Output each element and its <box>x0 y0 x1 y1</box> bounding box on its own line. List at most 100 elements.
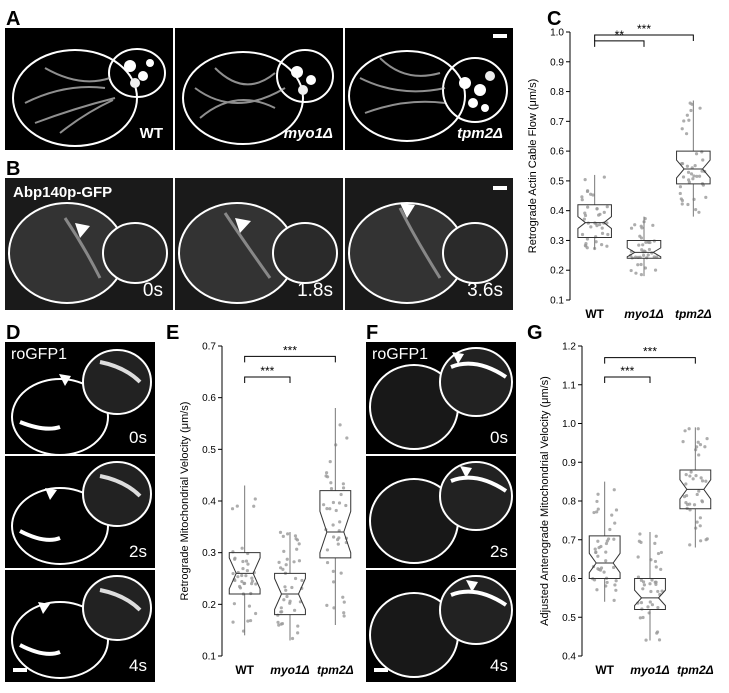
data-point <box>604 550 608 554</box>
data-point <box>695 174 699 178</box>
data-point <box>636 555 640 559</box>
data-point <box>324 474 328 478</box>
y-tick-label: 0.1 <box>202 652 216 663</box>
data-point <box>606 232 610 237</box>
data-point <box>636 263 640 267</box>
notched-box <box>676 150 711 185</box>
data-point <box>652 255 656 259</box>
data-point <box>322 503 326 507</box>
micrograph-d-1: 2s <box>5 456 155 568</box>
data-point <box>596 554 600 558</box>
data-point <box>650 578 654 582</box>
data-point <box>684 482 688 486</box>
data-point <box>595 207 599 211</box>
data-point <box>231 571 235 576</box>
data-point <box>600 226 604 230</box>
data-point <box>700 479 705 483</box>
data-point <box>332 535 336 539</box>
data-point <box>636 575 641 579</box>
data-point <box>638 616 642 620</box>
data-point <box>596 539 600 543</box>
data-point <box>684 132 689 136</box>
notched-box <box>319 490 352 559</box>
data-point <box>678 185 683 189</box>
data-point <box>592 510 596 515</box>
data-point <box>283 585 287 589</box>
data-point <box>680 202 684 206</box>
data-point <box>684 473 688 477</box>
data-point <box>606 537 611 541</box>
data-point <box>296 631 300 635</box>
data-point <box>338 520 342 524</box>
data-point <box>580 198 584 202</box>
data-point <box>703 445 707 449</box>
data-point <box>693 164 697 168</box>
time-f-2: 4s <box>490 656 508 675</box>
x-category-label: myo1Δ <box>270 663 309 677</box>
data-point <box>648 582 652 586</box>
data-point <box>231 620 235 624</box>
data-point <box>686 170 691 174</box>
data-point <box>645 256 649 260</box>
data-point <box>591 193 595 197</box>
data-point <box>649 589 653 594</box>
data-point <box>612 537 616 541</box>
y-tick-label: 0.4 <box>550 206 564 217</box>
micrograph-f-2: 4s <box>366 570 516 682</box>
y-tick-label: 0.7 <box>202 342 216 353</box>
data-point <box>337 536 341 540</box>
data-point <box>655 631 659 635</box>
y-tick-label: 0.3 <box>202 548 216 559</box>
data-point <box>240 579 244 584</box>
micrograph-d-2: 4s <box>5 570 155 682</box>
data-point <box>334 508 338 513</box>
data-point <box>641 587 645 591</box>
data-point <box>342 600 346 604</box>
data-point <box>595 588 599 592</box>
data-point <box>233 578 237 583</box>
significance-bracket <box>604 357 696 364</box>
y-tick-label: 1.0 <box>550 28 564 39</box>
data-point <box>614 508 619 512</box>
notched-box <box>228 552 261 595</box>
data-point <box>240 573 244 578</box>
micrograph-b-2: 3.6s <box>345 178 513 310</box>
data-point <box>648 600 652 604</box>
data-point <box>692 503 697 507</box>
data-point <box>678 191 682 196</box>
micrograph-f-0: roGFP1 0s <box>366 342 516 454</box>
data-point <box>697 174 702 178</box>
data-point <box>598 568 603 572</box>
panel-letter-c: C <box>547 8 562 30</box>
data-point <box>328 460 332 464</box>
data-point <box>585 189 590 193</box>
data-point <box>242 581 246 586</box>
data-point <box>276 613 280 617</box>
data-point <box>292 560 296 564</box>
data-point <box>638 532 642 536</box>
y-axis-label: Retrograde Mitochondrial Velocity (μm/s) <box>179 402 191 601</box>
data-point <box>235 504 239 508</box>
data-point <box>595 499 599 504</box>
y-tick-label: 0.5 <box>550 176 564 187</box>
significance-label: *** <box>643 345 657 359</box>
data-point <box>244 559 249 563</box>
data-point <box>586 205 590 209</box>
notched-box <box>634 578 666 610</box>
data-point <box>612 598 616 602</box>
data-point <box>281 534 285 539</box>
data-point <box>699 476 703 480</box>
data-point <box>594 240 598 244</box>
data-point <box>293 576 298 581</box>
data-point <box>656 605 660 610</box>
data-point <box>339 492 343 497</box>
data-point <box>293 608 297 612</box>
data-point <box>612 488 616 492</box>
data-point <box>681 175 686 179</box>
data-point <box>656 589 660 594</box>
time-b-2: 3.6s <box>467 280 503 301</box>
x-category-label: myo1Δ <box>624 307 663 320</box>
data-point <box>682 494 687 499</box>
y-tick-label: 1.0 <box>562 419 576 430</box>
data-point <box>585 246 589 250</box>
